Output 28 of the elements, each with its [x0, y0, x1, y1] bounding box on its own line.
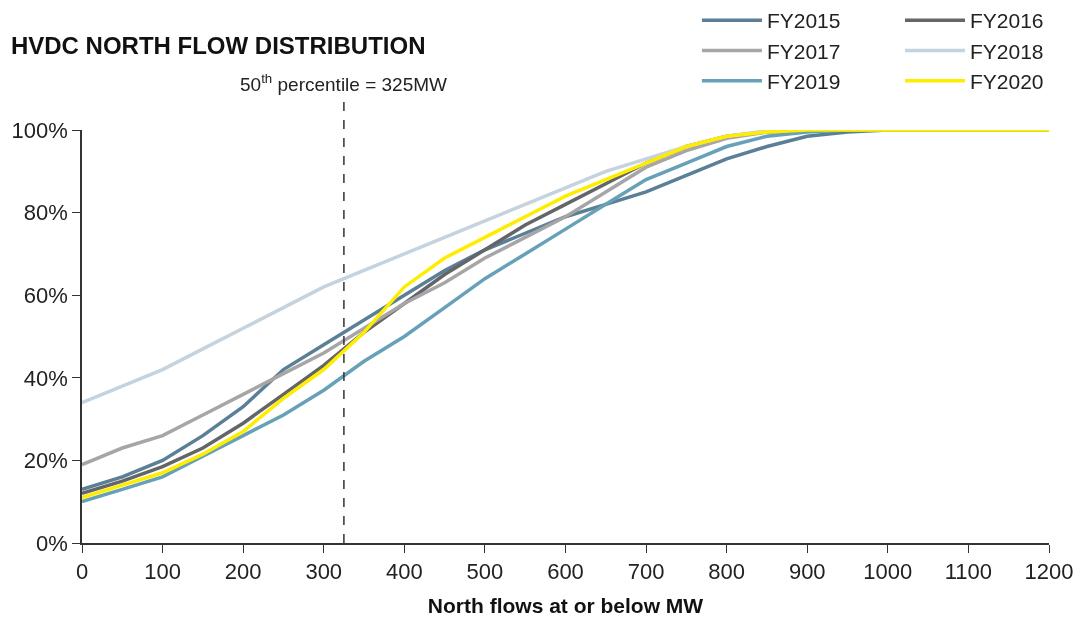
y-tick-label: 20% [23, 448, 68, 474]
x-tick-label: 300 [305, 559, 343, 585]
x-tick-label: 0 [75, 559, 89, 585]
x-tick-label: 800 [708, 559, 746, 585]
x-tick-label: 900 [788, 559, 826, 585]
legend-label: FY2017 [766, 39, 841, 63]
legend-label: FY2018 [970, 39, 1044, 63]
y-tick-label: 100% [11, 117, 68, 143]
ref-line-label: 50$^{th}$ percentile = 325MW [240, 71, 448, 95]
x-tick-label: 600 [547, 559, 584, 585]
x-tick-label: 500 [466, 559, 504, 585]
x-tick-label: 200 [224, 559, 262, 585]
x-axis-title: North flows at or below MW [427, 593, 704, 617]
legend-label: FY2016 [970, 9, 1044, 33]
legend-label: FY2020 [970, 69, 1044, 93]
x-tick-label: 100 [144, 559, 181, 585]
y-tick-label: 40% [23, 365, 68, 391]
x-tick-label: 700 [627, 559, 665, 585]
x-tick-label: 1000 [863, 559, 913, 585]
legend-label: FY2015 [766, 9, 841, 33]
x-tick-label: 400 [385, 559, 423, 585]
y-tick-label: 60% [23, 282, 68, 308]
y-tick-label: 80% [23, 200, 68, 226]
y-tick-label: 0% [36, 530, 68, 556]
x-tick-label: 1100 [944, 559, 993, 585]
chart-title: HVDC NORTH FLOW DISTRIBUTION [10, 32, 426, 60]
x-tick-label: 1200 [1024, 559, 1074, 585]
legend-label: FY2019 [766, 69, 841, 93]
